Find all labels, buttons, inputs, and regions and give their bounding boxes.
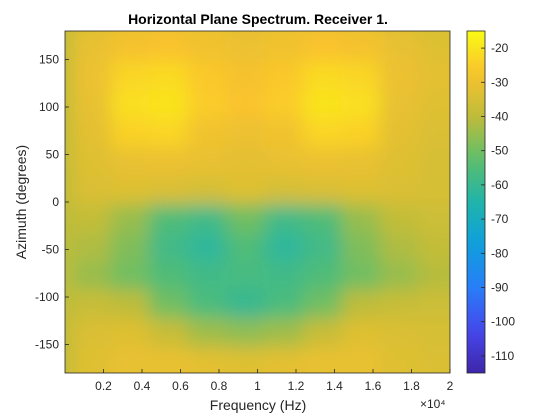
colorbar-tick-label: -90: [491, 281, 509, 295]
colorbar-tick-label: -100: [491, 315, 515, 329]
heatmap-cell: [418, 346, 450, 373]
x-tick-label: 1: [254, 379, 261, 393]
y-tick-label: -50: [42, 243, 60, 257]
colorbar-tick-label: -80: [491, 246, 509, 260]
colorbar-tick-label: -50: [491, 144, 509, 158]
x-tick-label: 2: [447, 379, 454, 393]
x-tick-label: 0.4: [134, 379, 151, 393]
x-axis: 0.2 0.4 0.6 0.8 1 1.2 1.4 1.6 1.8 2: [95, 369, 454, 393]
x-tick-label: 0.8: [211, 379, 228, 393]
y-axis-label: Azimuth (degrees): [13, 145, 29, 259]
y-tick-label: 100: [39, 100, 59, 114]
y-tick-label: 50: [46, 148, 60, 162]
x-tick-label: 1.6: [365, 379, 382, 393]
colorbar: [466, 30, 486, 374]
x-tick-label: 0.6: [172, 379, 189, 393]
colorbar-axis: -110 -100 -90 -80 -70 -60 -50 -40 -30 -20: [481, 41, 515, 363]
colorbar-tick-label: -110: [491, 349, 514, 363]
x-tick-label: 0.2: [95, 379, 112, 393]
x-exponent-label: ×10⁴: [420, 397, 446, 411]
x-tick-label: 1.8: [403, 379, 420, 393]
y-tick-label: 150: [39, 53, 59, 67]
y-tick-label: -100: [35, 290, 59, 304]
heatmap-area: [65, 31, 450, 373]
x-axis-label: Frequency (Hz): [210, 397, 306, 413]
chart-title: Horizontal Plane Spectrum. Receiver 1.: [128, 11, 388, 27]
colorbar-tick-label: -20: [491, 41, 509, 55]
y-tick-label: 0: [52, 195, 59, 209]
colorbar-tick-label: -30: [491, 75, 509, 89]
colorbar-tick-label: -60: [491, 178, 509, 192]
colorbar-tick-label: -40: [491, 110, 509, 124]
y-tick-label: -150: [35, 338, 59, 352]
x-tick-label: 1.2: [288, 379, 305, 393]
colorbar-tick-label: -70: [491, 212, 509, 226]
x-tick-label: 1.4: [326, 379, 343, 393]
y-axis: -150 -100 -50 0 50 100 150: [35, 53, 69, 352]
